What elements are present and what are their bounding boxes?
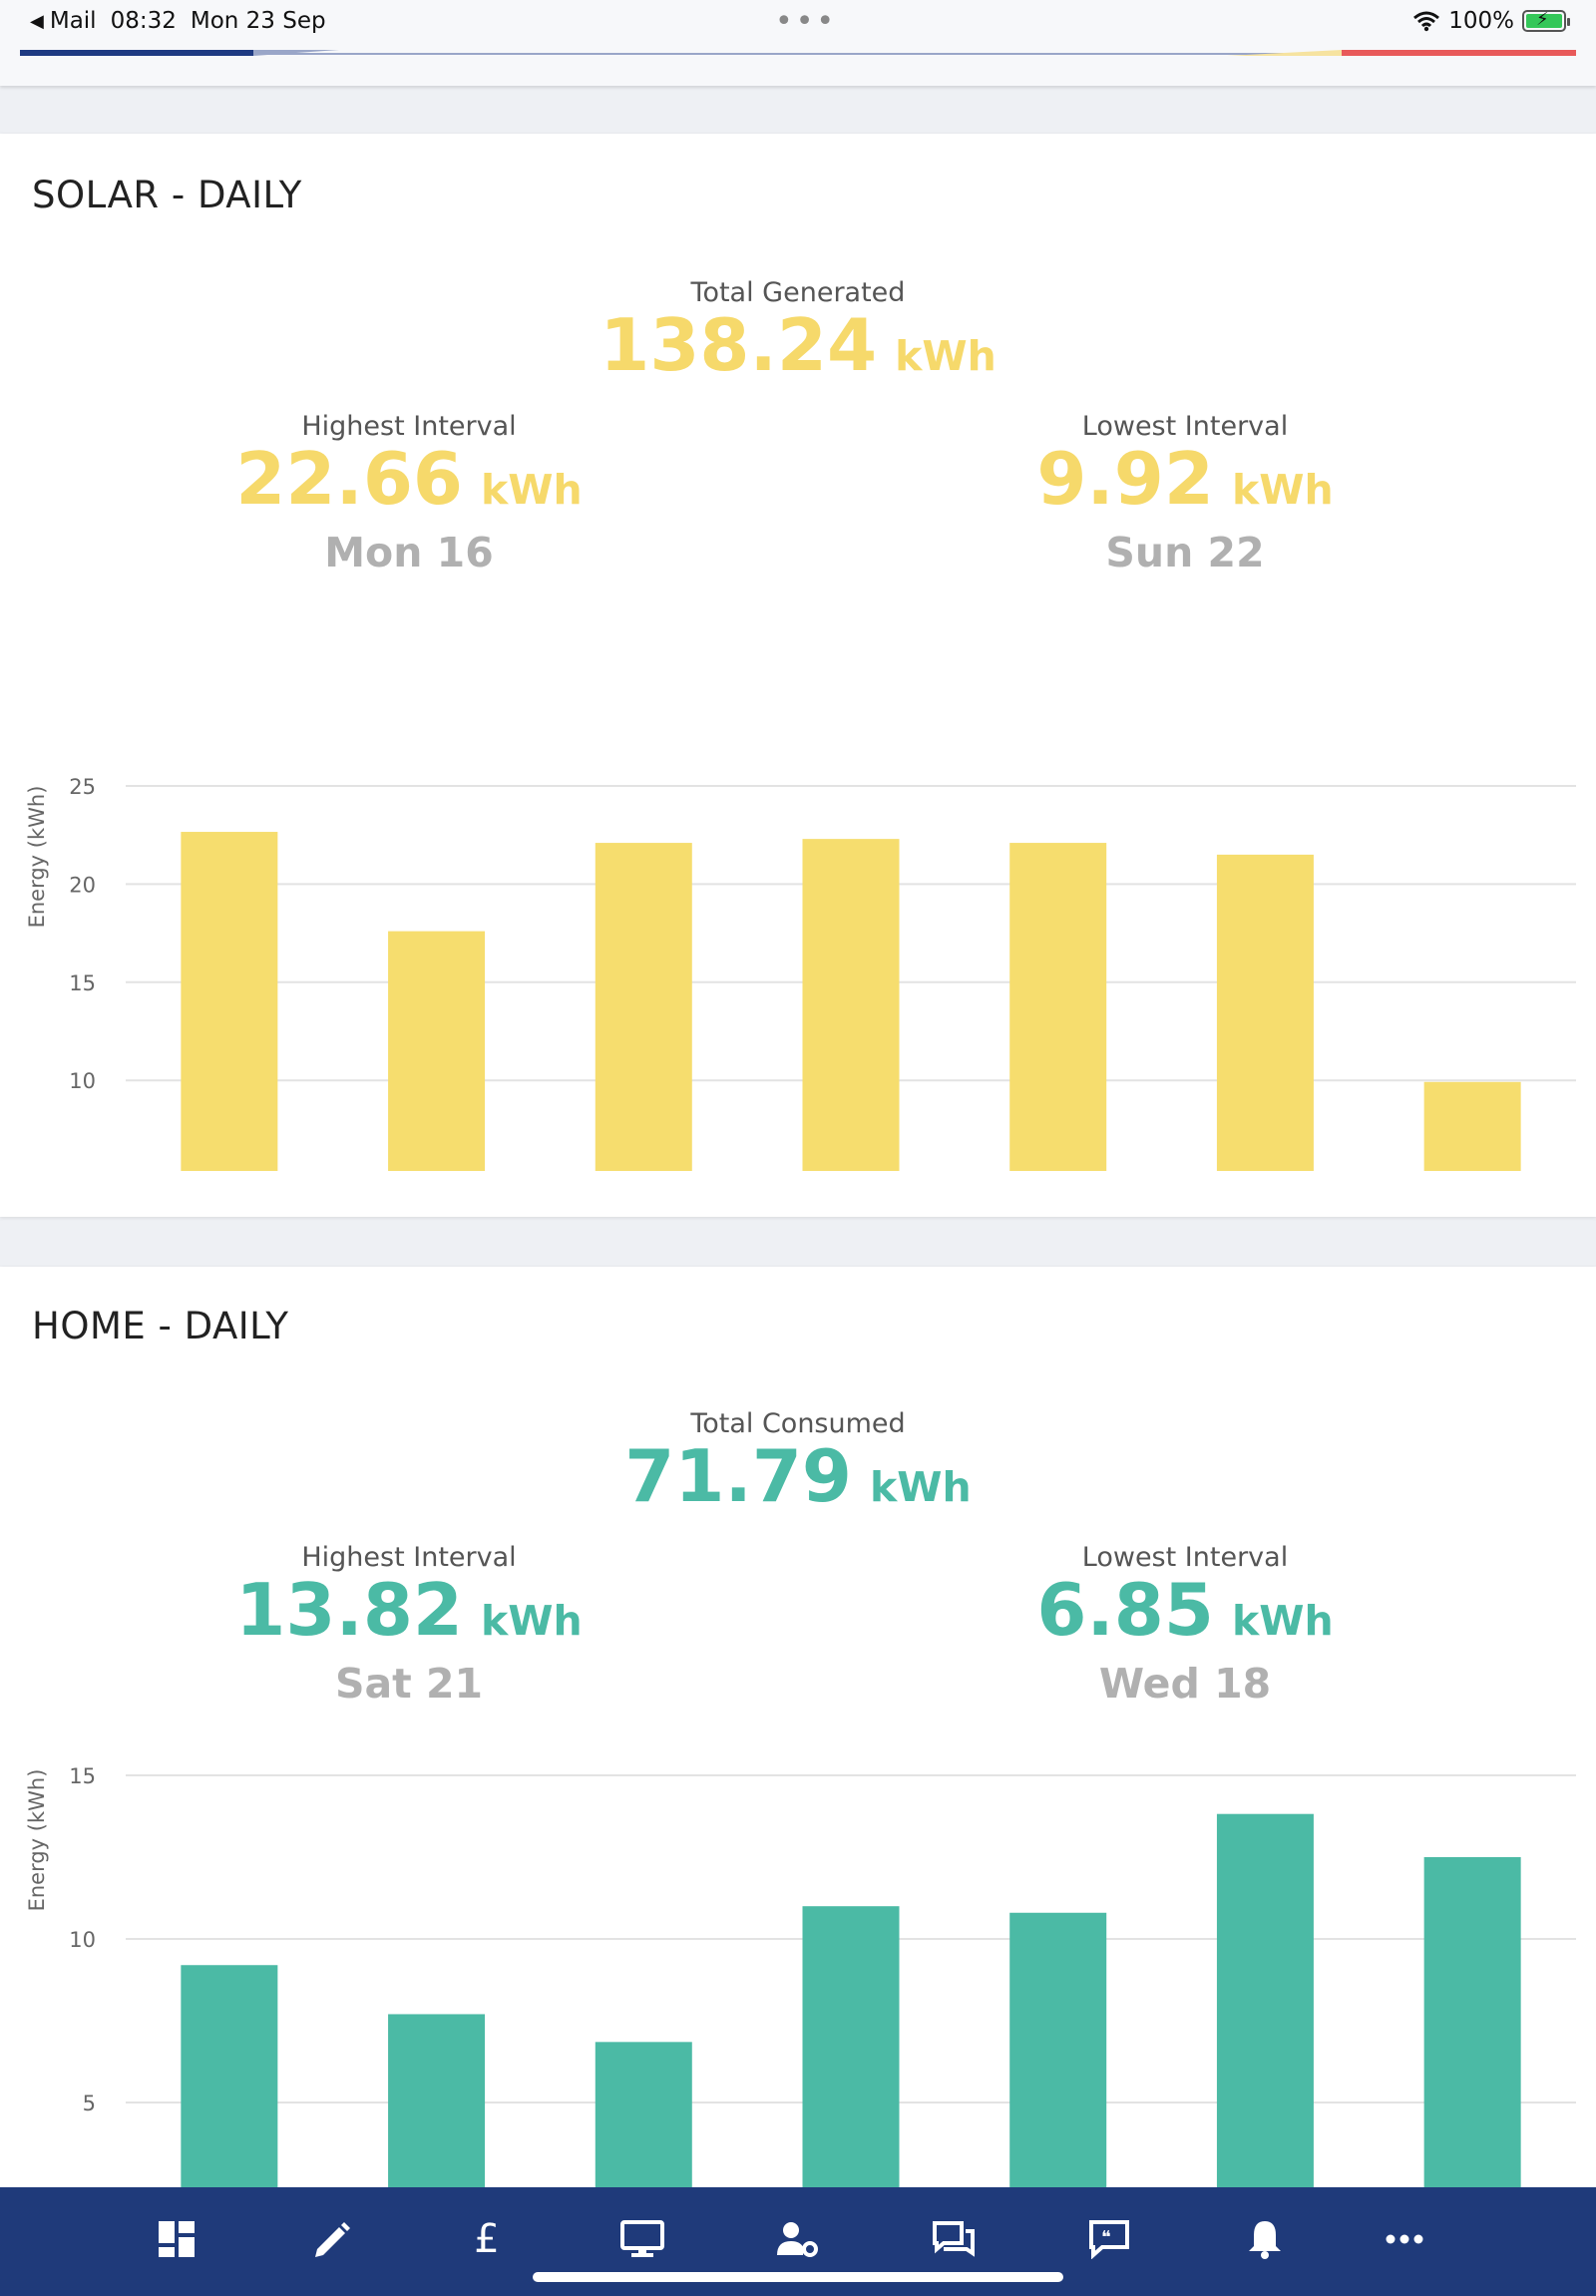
y-tick-label: 25 [69, 775, 96, 799]
lowest-interval-label: Lowest Interval [1081, 411, 1289, 442]
status-date: Mon 23 Sep [190, 8, 326, 34]
dashboard-icon[interactable] [147, 2209, 206, 2269]
pound-icon[interactable]: £ [474, 2216, 500, 2262]
svg-text:❝: ❝ [1101, 2227, 1111, 2248]
bar-17sep[interactable] [388, 2014, 486, 2187]
edit-icon[interactable] [301, 2209, 361, 2269]
lowest-interval-label: Lowest Interval [1081, 1542, 1289, 1573]
status-time: 08:32 [110, 8, 177, 34]
highest-interval-value: 22.66 kWh [110, 437, 708, 521]
total-generated-number: 138.24 [599, 303, 878, 387]
highest-interval-value: 13.82 kWh [110, 1568, 708, 1652]
battery-icon: ⚡ [1522, 9, 1570, 32]
unit-label: kWh [481, 466, 583, 514]
highest-interval-number: 13.82 [235, 1568, 464, 1652]
y-axis-label: Energy (kWh) [25, 786, 49, 929]
battery-percent: 100% [1448, 8, 1514, 34]
page-progress-strip [20, 50, 1576, 56]
card-title: HOME - DAILY [32, 1305, 289, 1347]
monitor-icon[interactable] [612, 2209, 672, 2269]
total-consumed-label: Total Consumed [690, 1408, 906, 1439]
messages-icon[interactable] [924, 2209, 984, 2269]
bar-21sep[interactable] [1216, 1813, 1314, 2187]
unit-label: kWh [895, 332, 997, 380]
y-axis-label: Energy (kWh) [25, 1769, 49, 1912]
lowest-interval-number: 9.92 [1036, 437, 1214, 521]
user-settings-icon[interactable] [768, 2209, 828, 2269]
highest-interval-label: Highest Interval [301, 411, 517, 442]
y-tick-label: 15 [69, 1764, 96, 1788]
unit-label: kWh [1231, 466, 1334, 514]
bar-20sep[interactable] [1009, 843, 1107, 1171]
y-tick-label: 5 [83, 1168, 96, 1171]
total-generated-label: Total Generated [690, 277, 906, 308]
more-icon[interactable] [1375, 2209, 1434, 2269]
bar-21sep[interactable] [1216, 854, 1314, 1171]
lowest-interval-day: Wed 18 [1098, 1660, 1272, 1708]
total-consumed-number: 71.79 [624, 1434, 853, 1518]
home-indicator[interactable] [533, 2272, 1063, 2282]
bar-19sep[interactable] [802, 839, 900, 1171]
lowest-interval-value: 9.92 kWh [886, 437, 1484, 521]
y-tick-label: 20 [69, 873, 96, 897]
solar-bar-chart: 0510152025Energy (kWh)16. Sep17. Sep18. … [25, 775, 1576, 1171]
highest-interval-day: Sat 21 [334, 1660, 484, 1708]
card-title: SOLAR - DAILY [32, 174, 302, 216]
y-tick-label: 10 [69, 1928, 96, 1952]
y-tick-label: 5 [83, 2092, 96, 2115]
bell-icon[interactable] [1235, 2209, 1295, 2269]
lowest-interval-day: Sun 22 [1105, 529, 1265, 576]
feedback-icon[interactable]: ❝ [1079, 2209, 1139, 2269]
back-arrow-icon: ◀ [30, 10, 44, 32]
bar-20sep[interactable] [1009, 1912, 1107, 2187]
home-bar-chart: 5 10 15 Energy (kWh) [25, 1764, 1576, 2187]
total-generated-value: 138.24 kWh [499, 303, 1097, 387]
highest-interval-number: 22.66 [235, 437, 464, 521]
lowest-interval-value: 6.85 kWh [886, 1568, 1484, 1652]
back-app-label: Mail [49, 8, 97, 34]
status-bar: ◀ Mail 08:32 Mon 23 Sep ••• 100% ⚡ [0, 0, 1596, 86]
solar-daily-card: SOLAR - DAILY Total Generated 138.24 kWh … [0, 134, 1596, 1217]
bar-18sep[interactable] [595, 2042, 692, 2187]
status-left: ◀ Mail 08:32 Mon 23 Sep [30, 8, 326, 34]
status-right: 100% ⚡ [1412, 8, 1570, 34]
bar-17sep[interactable] [388, 931, 486, 1171]
highest-interval-day: Mon 16 [324, 529, 494, 576]
bar-22sep[interactable] [1423, 1857, 1521, 2187]
unit-label: kWh [481, 1597, 583, 1645]
wifi-icon [1413, 11, 1440, 32]
bar-16sep[interactable] [181, 832, 278, 1171]
total-consumed-value: 71.79 kWh [499, 1434, 1097, 1518]
unit-label: kWh [1231, 1597, 1334, 1645]
back-to-app-button[interactable]: ◀ Mail [30, 8, 97, 34]
bar-19sep[interactable] [802, 1906, 900, 2187]
highest-interval-label: Highest Interval [301, 1542, 517, 1573]
y-tick-label: 10 [69, 1069, 96, 1093]
bar-22sep[interactable] [1423, 1081, 1521, 1171]
bar-16sep[interactable] [181, 1965, 278, 2187]
home-daily-card: HOME - DAILY Total Consumed 71.79 kWh Hig… [0, 1267, 1596, 2187]
lowest-interval-number: 6.85 [1036, 1568, 1214, 1652]
unit-label: kWh [870, 1463, 972, 1511]
bar-18sep[interactable] [595, 843, 692, 1171]
multitasking-dots-icon[interactable]: ••• [775, 4, 838, 39]
y-tick-label: 15 [69, 971, 96, 995]
